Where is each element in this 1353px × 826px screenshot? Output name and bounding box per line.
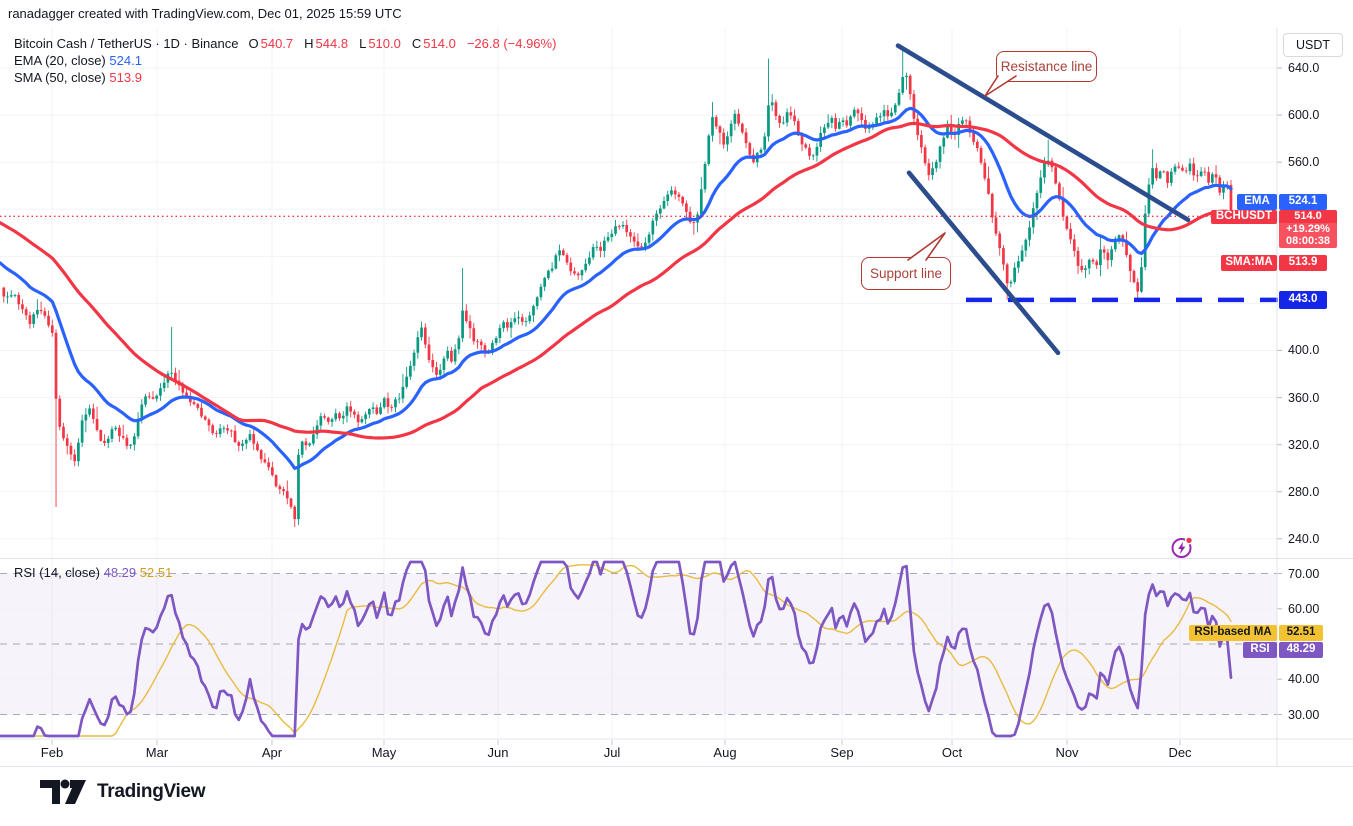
month-label-mar: Mar xyxy=(145,745,169,760)
rsi-ma-axis-value-badge: 52.51 xyxy=(1279,625,1323,641)
currency-unit-button[interactable]: USDT xyxy=(1283,33,1343,57)
rsi-ma-axis-label-badge: RSI-based MA xyxy=(1189,625,1277,641)
support-callout-tail xyxy=(907,232,946,261)
month-label-dec: Dec xyxy=(1168,745,1192,760)
support-trendline xyxy=(906,170,1061,356)
month-label-nov: Nov xyxy=(1055,745,1079,760)
change-readout: −26.8 (−4.96%) xyxy=(466,36,557,51)
bar-countdown: 08:00:38 xyxy=(1279,235,1337,248)
legend-symbol-row[interactable]: Bitcoin Cash / TetherUS · 1D · Binance O 5… xyxy=(14,36,558,51)
attribution-text: ranadagger created with TradingView.com,… xyxy=(8,6,402,21)
month-label-apr: Apr xyxy=(261,745,283,760)
resistance-trendline xyxy=(895,43,1191,223)
price-tick-label: 640.0 xyxy=(1288,61,1320,75)
month-label-may: May xyxy=(371,745,397,760)
rsi-legend-value: 48.29 xyxy=(103,565,137,580)
price-tick-label: 400.0 xyxy=(1288,343,1320,358)
month-label-oct: Oct xyxy=(941,745,963,760)
month-label-feb: Feb xyxy=(40,745,64,760)
tradingview-logo-text: TradingView xyxy=(97,781,206,802)
sma-value: 513.9 xyxy=(109,70,142,85)
ema-axis-value-badge: 524.1 xyxy=(1279,194,1327,210)
session-change-value: +19.29% xyxy=(1279,222,1337,236)
price-tick-label: 360.0 xyxy=(1288,390,1320,405)
price-tick-label: 560.0 xyxy=(1288,155,1320,170)
ema-label: EMA (20, close) xyxy=(14,53,106,68)
rsi-layer xyxy=(0,560,1233,738)
last-price-axis-badge: 514.0 +19.29% 08:00:38 xyxy=(1279,210,1337,248)
symbol-axis-label-badge: BCHUSDT xyxy=(1211,210,1277,224)
support-level-axis-badge: 443.0 xyxy=(1279,291,1327,309)
rsi-axis-label-badge: RSI xyxy=(1243,642,1277,658)
month-label-jun: Jun xyxy=(487,745,509,760)
price-tick-label: 320.0 xyxy=(1288,437,1320,452)
sma-label: SMA (50, close) xyxy=(14,70,106,85)
rsi-axis-value-badge: 48.29 xyxy=(1279,642,1323,658)
support-line-callout[interactable]: Support line xyxy=(861,257,951,290)
time-axis-area[interactable] xyxy=(0,740,1277,766)
last-price-value: 514.0 xyxy=(1279,210,1337,223)
sma-axis-label-badge: SMA:MA xyxy=(1221,255,1277,271)
symbol-title: Bitcoin Cash / TetherUS · 1D · Binance xyxy=(14,36,239,51)
legend-sma-row[interactable]: SMA (50, close) 513.9 xyxy=(14,70,142,85)
tradingview-logo[interactable]: TradingView xyxy=(38,779,206,805)
month-label-aug: Aug xyxy=(713,745,737,760)
overlays-layer xyxy=(0,106,1233,470)
price-tick-label: 600.0 xyxy=(1288,108,1320,123)
tradingview-logo-mark xyxy=(40,779,86,804)
rsi-ma-legend-value: 52.51 xyxy=(139,565,173,580)
price-tick-label: 240.0 xyxy=(1288,531,1320,546)
ema-axis-label-badge: EMA xyxy=(1237,194,1277,210)
resistance-callout-tail xyxy=(984,75,1017,97)
month-label-sep: Sep xyxy=(830,745,854,760)
legend-rsi-row[interactable]: RSI (14, close) 48.29 52.51 xyxy=(14,565,172,580)
rsi-tick-label: 40.00 xyxy=(1288,672,1320,687)
flash-events-icon[interactable] xyxy=(1170,535,1194,559)
candles-layer xyxy=(2,47,1233,528)
sma-axis-value-badge: 513.9 xyxy=(1279,255,1327,271)
legend-ema-row[interactable]: EMA (20, close) 524.1 xyxy=(14,53,142,68)
frame-layer xyxy=(0,28,1353,767)
price-tick-label: 280.0 xyxy=(1288,484,1320,499)
ohlc-readout: O 540.7 H 544.8 L 510.0 C 514.0 −26.8 (−4.96%) xyxy=(248,36,557,51)
annotations-layer xyxy=(0,43,1278,356)
rsi-tick-label: 70.00 xyxy=(1288,566,1320,581)
rsi-tick-label: 30.00 xyxy=(1288,707,1320,722)
ema-value: 524.1 xyxy=(109,53,142,68)
month-label-jul: Jul xyxy=(603,745,621,760)
grid-layer xyxy=(0,28,1282,745)
rsi-tick-label: 60.00 xyxy=(1288,601,1320,616)
rsi-legend-label: RSI (14, close) xyxy=(14,565,100,580)
